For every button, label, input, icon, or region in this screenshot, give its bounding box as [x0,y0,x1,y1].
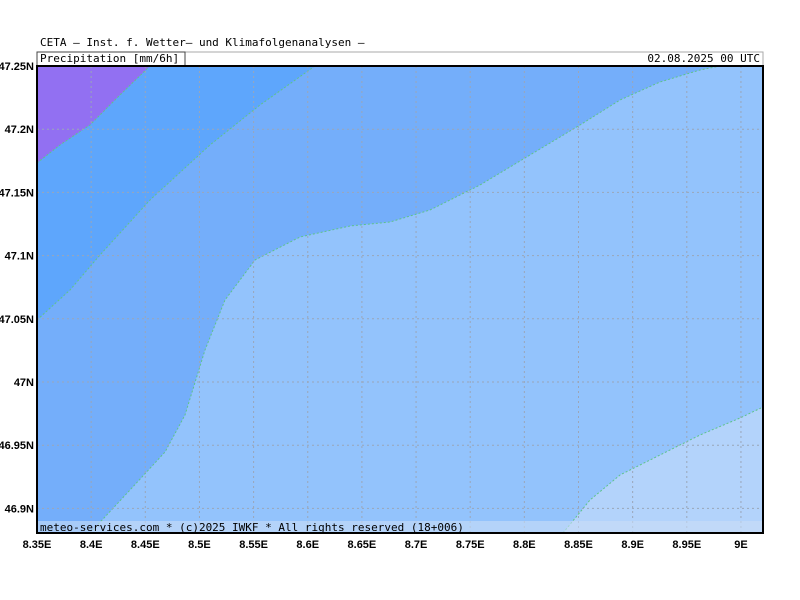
x-tick-label: 8.75E [456,539,485,551]
precip-level-0 [90,66,763,533]
x-tick-label: 8.65E [348,539,377,551]
contour-line [36,65,151,164]
x-tick-label: 8.35E [23,539,52,551]
valid-time: 02.08.2025 00 UTC [647,52,760,65]
y-tick-label: 47.2N [5,124,34,136]
x-tick-label: 8.6E [296,539,319,551]
precip-level-low [563,407,763,533]
contour-line [89,65,721,534]
x-tick-label: 8.7E [405,539,428,551]
y-tick-label: 47.25N [0,61,34,73]
x-tick-label: 8.4E [80,539,103,551]
axis-labels: 8.35E 8.4E 8.45E 8.5E 8.55E 8.6E 8.65E 8.7E 8.75… [0,61,748,551]
precip-level-2 [37,66,315,320]
x-tick-label: 8.55E [239,539,268,551]
x-tick-label: 8.85E [564,539,593,551]
title: CETA – Inst. f. Wetter– und Klimafolgena… [40,36,365,49]
y-tick-label: 47.1N [5,251,34,263]
x-tick-label: 9E [734,539,747,551]
y-tick-label: 47.05N [0,314,34,326]
map-frame [36,65,764,534]
map-area [36,65,764,534]
footer-bar [37,521,763,533]
x-tick-label: 8.5E [188,539,211,551]
footer: meteo-services.com * (c)2025 IWKF * All … [40,521,464,534]
y-tick-label: 46.9N [5,503,34,515]
y-tick-label: 47N [14,377,34,389]
x-tick-label: 8.9E [621,539,644,551]
y-tick-label: 47.15N [0,187,34,199]
x-tick-label: 8.95E [672,539,701,551]
y-tick-label: 46.95N [0,440,34,452]
variable: Precipitation [mm/6h] [40,52,179,65]
precip-level-3 [37,66,150,163]
x-tick-label: 8.45E [131,539,160,551]
contour-line [36,65,316,321]
x-tick-label: 8.8E [513,539,536,551]
grid [37,66,763,533]
